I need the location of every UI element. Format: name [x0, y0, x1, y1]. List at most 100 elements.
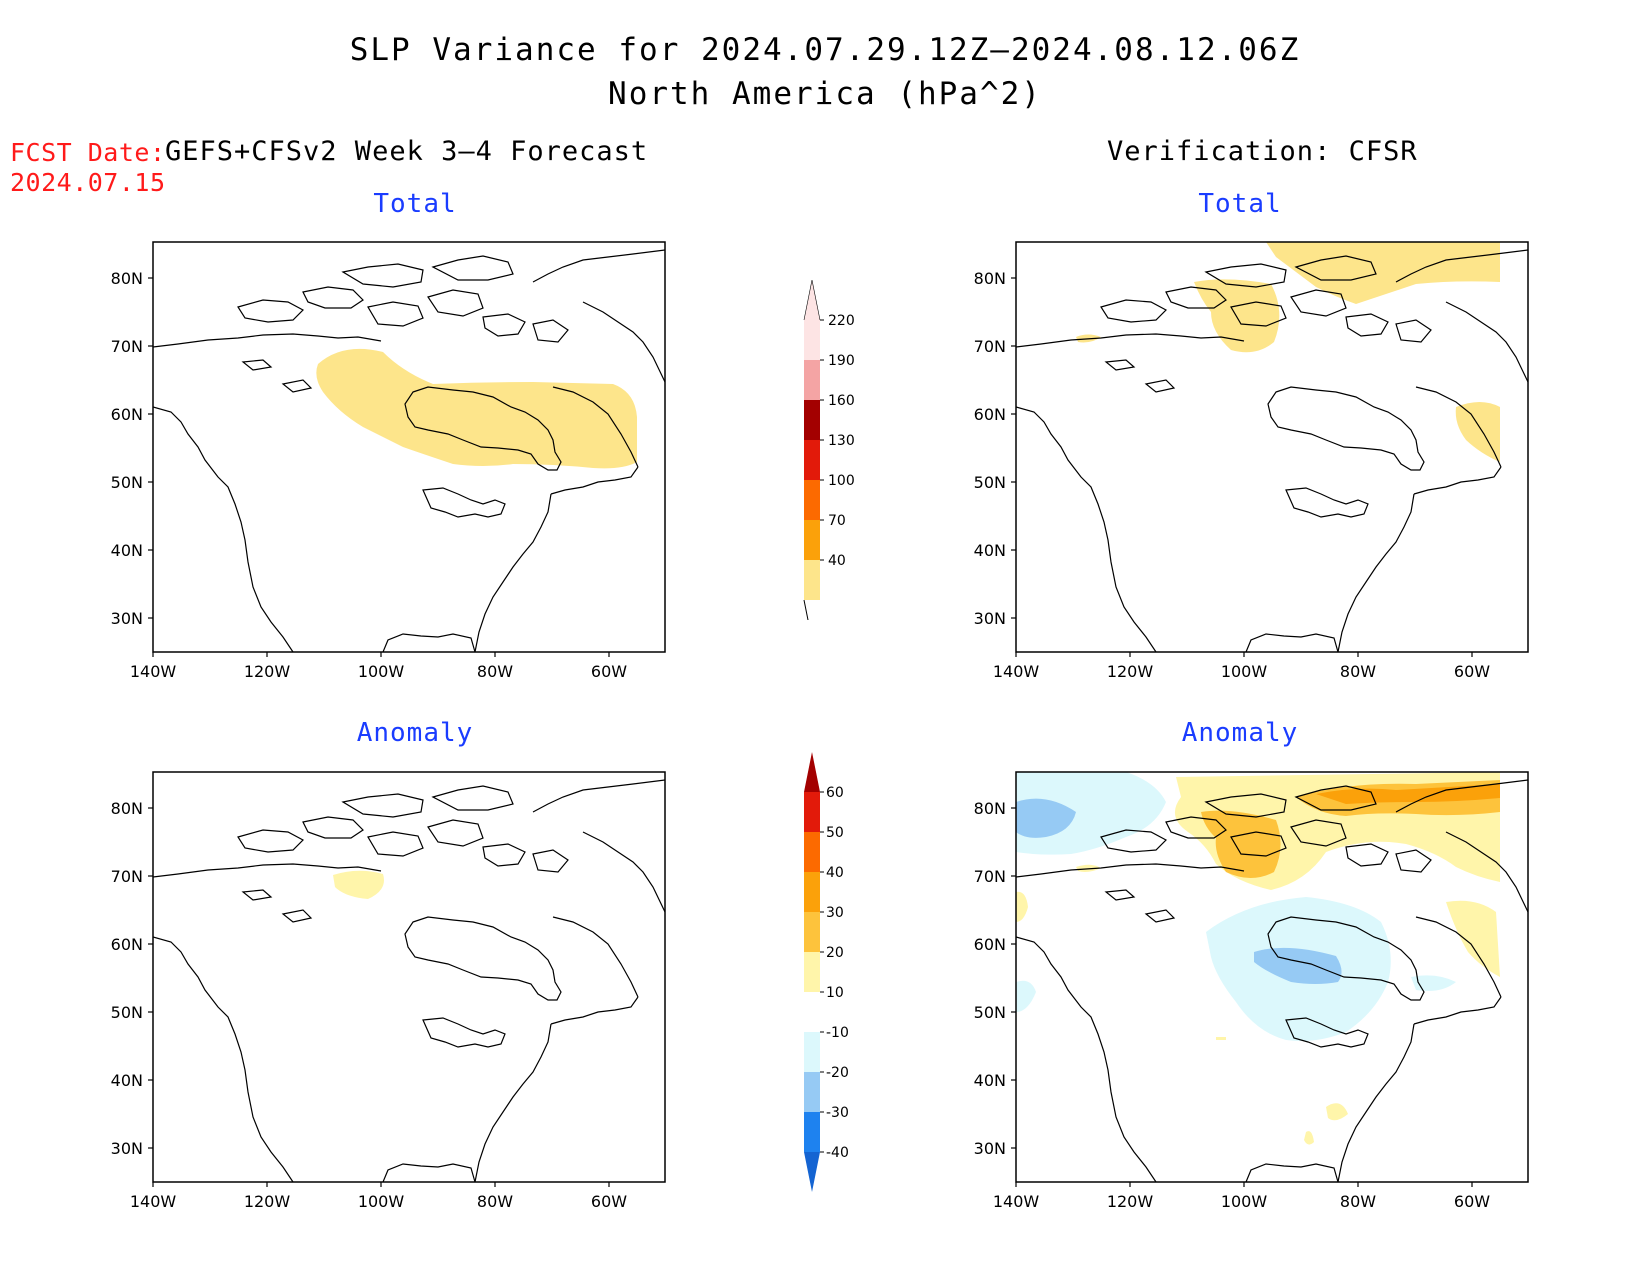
lat-tick-label: 70N — [111, 337, 143, 356]
coastline — [1144, 909, 1176, 923]
shaded-region — [1326, 1103, 1348, 1121]
lon-tick-label: 60W — [591, 1192, 627, 1211]
shaded-region — [1016, 798, 1076, 838]
coastline — [474, 1023, 552, 1182]
colorbar-segment — [804, 1072, 820, 1112]
panel-title-verification-anomaly: Anomaly — [1181, 718, 1299, 748]
lat-tick-label: 30N — [111, 1139, 143, 1158]
coastline — [1337, 493, 1415, 652]
colorbar-label: -20 — [826, 1065, 849, 1081]
colorbar-anomaly: -40 -30 -20 -10 10 20 30 40 50 60 — [804, 752, 849, 1192]
colorbar-segment — [804, 912, 820, 952]
colorbar-label: 190 — [828, 353, 855, 369]
lon-tick-label: 120W — [244, 1192, 291, 1211]
colorbar-segment — [804, 952, 820, 992]
lat-tick-label: 80N — [111, 269, 143, 288]
panel-title-forecast-total: Total — [373, 189, 457, 219]
coastline — [281, 379, 313, 393]
coastline — [382, 633, 476, 652]
lat-tick-label: 40N — [111, 1071, 143, 1090]
lat-tick-label: 70N — [974, 867, 1006, 886]
colorbar-segment — [804, 320, 820, 360]
coastline — [427, 289, 484, 317]
shaded-region — [1266, 242, 1500, 304]
shaded-region — [1016, 891, 1028, 922]
coastline — [482, 313, 526, 337]
coastline — [1230, 301, 1287, 327]
lat-tick-label: 60N — [974, 405, 1006, 424]
colorbar-total: 40 70 100 130 160 190 220 — [803, 280, 855, 620]
coastline — [153, 406, 294, 652]
lon-tick-label: 120W — [1107, 1192, 1154, 1211]
coastline — [1100, 829, 1167, 853]
colorbar-label: -30 — [826, 1105, 849, 1121]
colorbar-segment — [804, 480, 820, 520]
coastline — [1395, 779, 1528, 813]
shaded-region — [1201, 810, 1281, 878]
fcst-date-label: FCST Date: — [10, 138, 166, 167]
lat-tick-label: 80N — [111, 799, 143, 818]
coastline — [341, 793, 424, 818]
colorbar-label: -40 — [826, 1145, 849, 1161]
lon-tick-label: 80W — [477, 662, 513, 681]
coastline — [237, 829, 304, 853]
lon-tick-label: 120W — [244, 662, 291, 681]
map-frame — [1015, 241, 1529, 653]
coastline — [1104, 359, 1136, 371]
coastline — [1204, 793, 1287, 818]
coastline — [552, 916, 639, 998]
forecast-header: GEFS+CFSv2 Week 3–4 Forecast — [165, 136, 649, 167]
lon-tick-label: 140W — [130, 1192, 177, 1211]
colorbar-segment — [804, 560, 820, 600]
coastline — [532, 779, 665, 813]
coastline — [153, 333, 382, 348]
lon-tick-label: 60W — [591, 662, 627, 681]
coastline — [1267, 916, 1425, 1001]
colorbar-label: 30 — [826, 905, 844, 921]
shaded-region — [1455, 402, 1500, 462]
coastline — [1267, 386, 1425, 471]
coastline — [1294, 255, 1377, 281]
colorbar-label: 50 — [826, 825, 844, 841]
colorbar-segment — [804, 832, 820, 872]
lat-tick-label: 40N — [111, 541, 143, 560]
lon-tick-label: 80W — [1340, 662, 1376, 681]
lat-tick-label: 60N — [974, 935, 1006, 954]
colorbar-label: 20 — [826, 945, 844, 961]
coastline — [550, 466, 639, 495]
coastline — [1165, 816, 1227, 839]
colorbar-label: 160 — [828, 393, 855, 409]
coastline — [382, 1163, 476, 1182]
shaded-region — [316, 348, 637, 469]
coastline — [1413, 996, 1502, 1025]
coastline — [1245, 633, 1339, 652]
coastline — [431, 255, 514, 281]
shaded-region — [1304, 1131, 1314, 1145]
lon-tick-label: 140W — [993, 1192, 1040, 1211]
coastline — [1016, 333, 1245, 348]
coastline — [1294, 785, 1377, 811]
shaded-region — [1411, 975, 1456, 991]
lat-tick-label: 60N — [111, 405, 143, 424]
colorbar-label: -10 — [826, 1025, 849, 1041]
shaded-region — [1016, 980, 1036, 1012]
coastline — [404, 916, 562, 1001]
verification-header: Verification: CFSR — [1107, 136, 1418, 167]
coastline — [532, 319, 569, 343]
panel-title-verification-total: Total — [1198, 189, 1282, 219]
coastline — [1413, 466, 1502, 495]
coastline — [281, 909, 313, 923]
coastline — [474, 493, 552, 652]
coastline — [1165, 286, 1227, 309]
shaded-region — [1446, 900, 1500, 977]
colorbar-label: 60 — [826, 785, 844, 801]
lat-tick-label: 50N — [974, 1003, 1006, 1022]
lat-tick-label: 30N — [111, 609, 143, 628]
coastline — [404, 386, 562, 471]
coastline — [431, 785, 514, 811]
colorbar-tail-bottom — [803, 599, 809, 620]
colorbar-label: 40 — [826, 865, 844, 881]
coastline — [1144, 379, 1176, 393]
coastline — [1016, 936, 1157, 1182]
coastline — [1395, 249, 1528, 283]
